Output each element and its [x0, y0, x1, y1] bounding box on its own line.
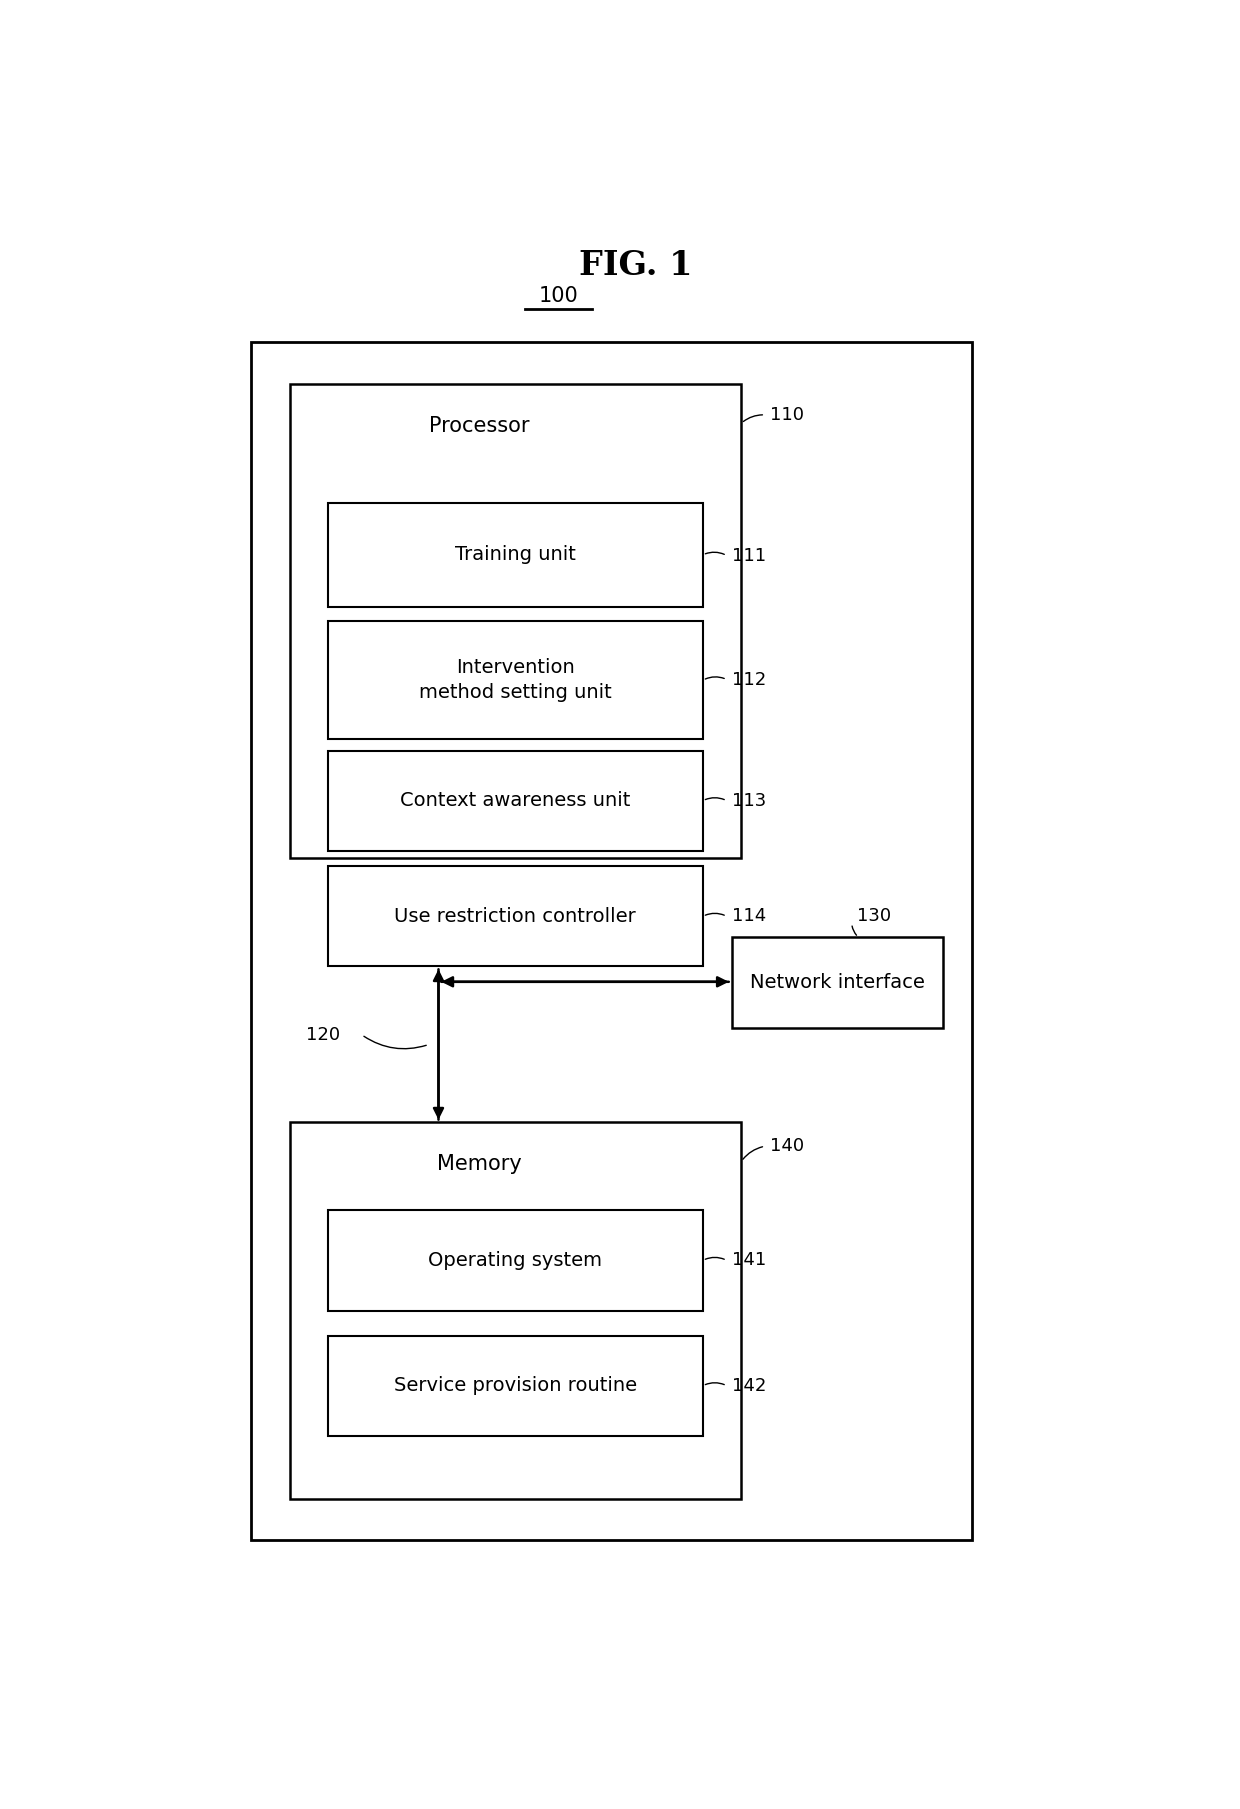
Text: Context awareness unit: Context awareness unit: [401, 791, 631, 810]
Bar: [732, 937, 942, 1028]
Text: Intervention
method setting unit: Intervention method setting unit: [419, 658, 611, 702]
Bar: [250, 342, 972, 1541]
Text: 112: 112: [732, 671, 766, 689]
Text: Network interface: Network interface: [750, 973, 925, 991]
Text: Memory: Memory: [436, 1154, 522, 1174]
Text: 110: 110: [770, 405, 804, 423]
Text: 114: 114: [732, 908, 766, 926]
Bar: [327, 751, 703, 850]
Text: 113: 113: [732, 792, 766, 810]
Text: FIG. 1: FIG. 1: [579, 250, 692, 282]
Text: 141: 141: [732, 1252, 766, 1270]
Bar: [327, 620, 703, 740]
Text: 130: 130: [857, 908, 890, 926]
Text: 120: 120: [306, 1026, 340, 1044]
Text: Operating system: Operating system: [428, 1250, 603, 1270]
Bar: [327, 503, 703, 608]
Bar: [327, 867, 703, 966]
Text: 100: 100: [538, 286, 579, 306]
Text: Training unit: Training unit: [455, 545, 575, 564]
Text: Processor: Processor: [429, 416, 529, 436]
Text: 140: 140: [770, 1138, 805, 1156]
Bar: [290, 1122, 742, 1498]
Text: 142: 142: [732, 1377, 766, 1395]
Text: Service provision routine: Service provision routine: [394, 1377, 637, 1395]
Bar: [290, 384, 742, 857]
Bar: [327, 1335, 703, 1436]
Bar: [327, 1210, 703, 1310]
Text: Use restriction controller: Use restriction controller: [394, 906, 636, 926]
Text: 111: 111: [732, 546, 766, 564]
